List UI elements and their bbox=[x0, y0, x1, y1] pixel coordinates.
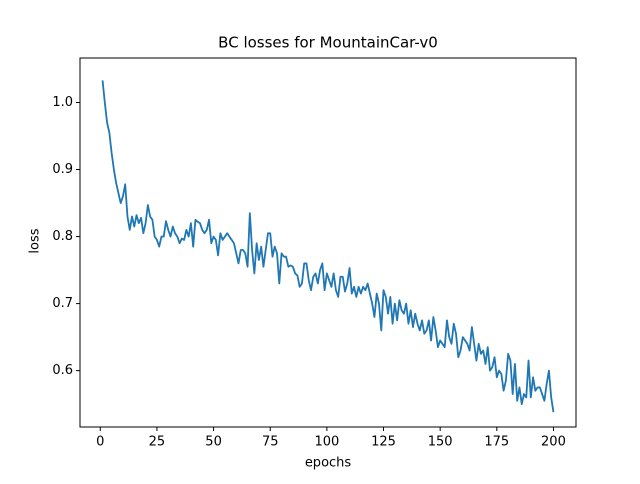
x-tick-label: 125 bbox=[371, 435, 396, 450]
x-tick-label: 75 bbox=[262, 435, 279, 450]
y-axis-label: loss bbox=[28, 228, 43, 253]
x-tick-label: 0 bbox=[96, 435, 104, 450]
y-tick-label: 0.6 bbox=[52, 363, 73, 378]
x-tick-label: 200 bbox=[541, 435, 566, 450]
x-tick-label: 25 bbox=[149, 435, 166, 450]
x-tick-label: 50 bbox=[205, 435, 222, 450]
chart-title: BC losses for MountainCar-v0 bbox=[218, 34, 438, 52]
x-axis-label: epochs bbox=[305, 456, 352, 471]
y-tick-label: 0.9 bbox=[52, 162, 73, 177]
axes-frame bbox=[79, 57, 577, 428]
x-tick-label: 150 bbox=[428, 435, 453, 450]
x-tick-label: 100 bbox=[314, 435, 339, 450]
line-series bbox=[101, 80, 555, 413]
x-tick-label: 175 bbox=[484, 435, 509, 450]
y-tick-label: 0.8 bbox=[52, 229, 73, 244]
y-tick-label: 0.7 bbox=[52, 296, 73, 311]
y-tick-label: 1.0 bbox=[52, 95, 73, 110]
